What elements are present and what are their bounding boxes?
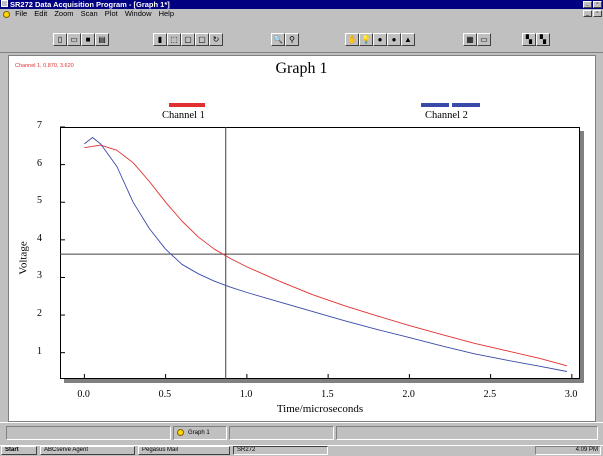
zoom-in-icon[interactable]: 🔍: [271, 33, 285, 46]
zoom-box-icon[interactable]: ▢: [181, 33, 195, 46]
start-button[interactable]: Start: [1, 446, 37, 455]
y-tick-label: 6: [37, 157, 42, 169]
task-pegasus-mail[interactable]: Pegasus Mail: [138, 446, 230, 455]
x-tick-label: 2.5: [483, 389, 497, 400]
legend-line-channel-1: [169, 103, 205, 107]
x-axis-label: Time/microseconds: [276, 403, 364, 415]
graph-bulb-icon: [177, 429, 184, 436]
y-tick-label: 7: [37, 120, 42, 131]
x-tick-label: 3.0: [564, 389, 578, 400]
x-tick-label: 1.0: [239, 389, 253, 400]
legend-line-channel-2b: [452, 103, 480, 107]
save-icon[interactable]: ■: [81, 33, 95, 46]
legend-label-channel-2: Channel 2: [425, 110, 468, 121]
series-line-channel-1: [84, 144, 568, 367]
window-title: SR272 Data Acquisition Program - [Graph …: [10, 0, 170, 9]
x-tick-label: 0.0: [77, 389, 90, 400]
print-icon[interactable]: ▤: [95, 33, 109, 46]
status-pane-mid: [229, 426, 334, 440]
title-bar: SR272 Data Acquisition Program - [Graph …: [0, 0, 603, 9]
legend-line-channel-2a: [421, 103, 449, 107]
menu-plot[interactable]: Plot: [104, 9, 118, 18]
maximize-button[interactable]: ▫: [593, 1, 602, 8]
graph-title: Graph 1: [275, 60, 328, 77]
y-tick-label: 5: [37, 195, 42, 207]
trace-icon[interactable]: ▚: [536, 33, 550, 46]
menu-file[interactable]: File: [15, 9, 28, 18]
select-icon[interactable]: ⬚: [167, 33, 181, 46]
menu-scan[interactable]: Scan: [80, 9, 98, 18]
toolbar: ▯ ▭ ■ ▤ ▮ ⬚ ▢ ▢ ↻ 🔍 ⚲ ✋ 💡 ● ● ▲ ▦ ▭ ▚ ▚: [0, 19, 603, 53]
y-tick-label: 3: [37, 270, 42, 282]
menu-help[interactable]: Help: [158, 9, 175, 18]
menu-edit[interactable]: Edit: [34, 9, 48, 18]
plot-area[interactable]: [60, 127, 580, 379]
system-tray: 4:09 PM: [535, 446, 601, 455]
menu-zoom[interactable]: Zoom: [54, 9, 74, 18]
y-tick-label: 1: [37, 345, 42, 357]
bulb-icon[interactable]: [3, 10, 10, 18]
y-axis-label: Voltage: [17, 241, 30, 275]
status-pane-right: [336, 426, 598, 440]
zoom-out-icon[interactable]: ⚲: [285, 33, 299, 46]
axes-icon[interactable]: ▚: [522, 33, 536, 46]
plot-shadow-right: [580, 131, 584, 383]
cursor-readout: Channel 1, 0.870, 3.620: [15, 63, 74, 69]
run-icon[interactable]: ●: [373, 33, 387, 46]
taskbar: [0, 445, 603, 456]
app-icon[interactable]: [1, 0, 8, 7]
stop-icon[interactable]: ●: [387, 33, 401, 46]
graph-tab[interactable]: Graph 1: [173, 426, 227, 440]
minimize-button[interactable]: _: [583, 1, 592, 8]
menu-bar: File Edit Zoom Scan Plot Window Help _ ▫: [0, 9, 603, 19]
graph-tab-label: Graph 1: [188, 430, 210, 436]
task-sr272[interactable]: SR272: [233, 446, 328, 455]
up-icon[interactable]: ▲: [401, 33, 415, 46]
y-tick-label: 2: [37, 308, 42, 320]
graph-window: [8, 55, 596, 422]
zoom-prev-icon[interactable]: ▢: [195, 33, 209, 46]
series-line-channel-2: [84, 137, 568, 372]
open-icon[interactable]: ▭: [67, 33, 81, 46]
clock: 4:09 PM: [575, 447, 598, 453]
y-tick-label: 4: [37, 232, 42, 244]
task-abcserve[interactable]: ABCserve Agent: [40, 446, 135, 455]
chart-icon[interactable]: ▮: [153, 33, 167, 46]
bulb-icon[interactable]: 💡: [359, 33, 373, 46]
status-pane-left: [6, 426, 171, 440]
window-icon[interactable]: ▭: [477, 33, 491, 46]
plot-shadow-bottom: [64, 379, 584, 383]
menu-window[interactable]: Window: [124, 9, 152, 18]
x-tick-label: 0.5: [158, 389, 172, 400]
new-icon[interactable]: ▯: [53, 33, 67, 46]
doc-minimize-button[interactable]: _: [583, 10, 592, 17]
legend-label-channel-1: Channel 1: [162, 110, 205, 121]
doc-restore-button[interactable]: ▫: [593, 10, 602, 17]
refresh-icon[interactable]: ↻: [209, 33, 223, 46]
hand-icon[interactable]: ✋: [345, 33, 359, 46]
x-tick-label: 1.5: [321, 389, 334, 400]
x-tick-label: 2.0: [402, 389, 415, 400]
grid-icon[interactable]: ▦: [463, 33, 477, 46]
